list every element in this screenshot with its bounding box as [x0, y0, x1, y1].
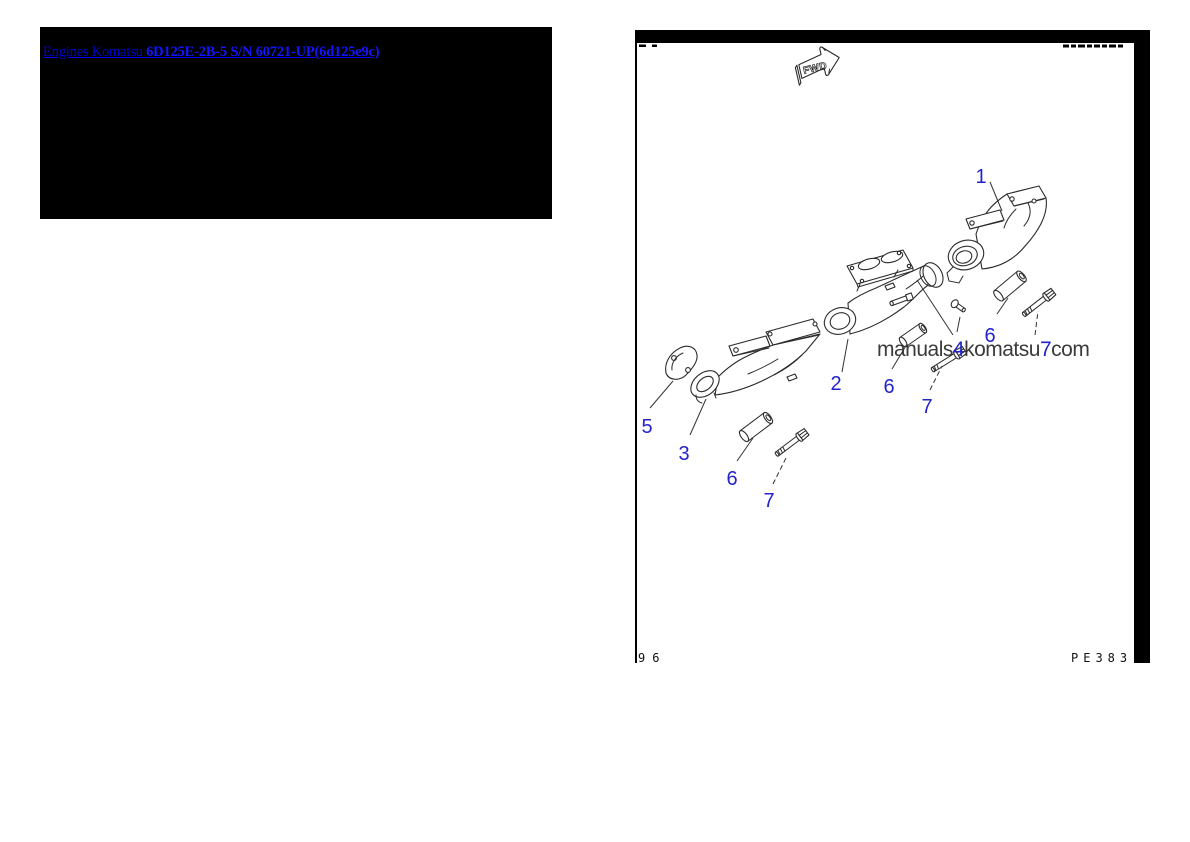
- part-1-rear-manifold: [946, 185, 1047, 284]
- callout-6-middle: 6: [883, 376, 894, 398]
- callout-6-right: 6: [984, 325, 995, 347]
- callout-7-middle: 7: [921, 396, 932, 418]
- figure-code: PE383: [1071, 651, 1133, 663]
- watermark-text: manuals4komatsu7com: [877, 338, 1089, 361]
- part-7-bolt-right: [1021, 287, 1057, 317]
- panel-right-bar: [1134, 43, 1150, 663]
- clipped-text-marks: [639, 44, 1123, 48]
- part-3-front-manifold: [690, 318, 821, 404]
- watermark-segment: manuals: [877, 338, 953, 361]
- callout-7-left: 7: [763, 490, 774, 512]
- callout-3: 3: [678, 443, 689, 465]
- catalog-link-category: Engines Komatsu: [43, 44, 147, 60]
- panel-left-border: [635, 30, 637, 663]
- watermark-segment: komatsu: [964, 338, 1040, 361]
- panel-top-bar: [635, 30, 1150, 43]
- watermark-segment: com: [1051, 338, 1089, 361]
- part-2-center-manifold: [823, 249, 944, 335]
- part-5-gasket: [665, 345, 698, 380]
- exploded-parts-drawing: FWD: [639, 44, 1123, 512]
- catalog-link-model: 6D125E-2B-5 S/N 60721-UP(6d125e9c): [146, 44, 380, 60]
- part-4-stud: [889, 292, 914, 307]
- callout-1: 1: [975, 166, 986, 188]
- callout-4: 4: [953, 338, 965, 361]
- part-4-stud-b: [950, 299, 966, 313]
- part-6-spacer-right: [993, 270, 1027, 302]
- part-7-bolt-middle: [930, 346, 968, 373]
- part-6-spacer-left: [738, 411, 774, 443]
- page-number: 96: [638, 651, 667, 663]
- callout-6-left: 6: [726, 468, 737, 490]
- callout-2: 2: [830, 373, 841, 395]
- header-block: Engines Komatsu 6D125E-2B-5 S/N 60721-UP…: [40, 27, 552, 219]
- part-6-spacer-middle: [898, 322, 928, 348]
- catalog-breadcrumb-link[interactable]: Engines Komatsu 6D125E-2B-5 S/N 60721-UP…: [43, 44, 380, 61]
- fwd-arrow-icon: FWD: [794, 46, 840, 86]
- callout-7-right: 7: [1040, 338, 1051, 361]
- parts-diagram-panel: FWD: [635, 30, 1150, 663]
- callout-5: 5: [641, 416, 652, 438]
- leader-lines: [649, 181, 1039, 485]
- part-7-bolt-left: [774, 428, 810, 457]
